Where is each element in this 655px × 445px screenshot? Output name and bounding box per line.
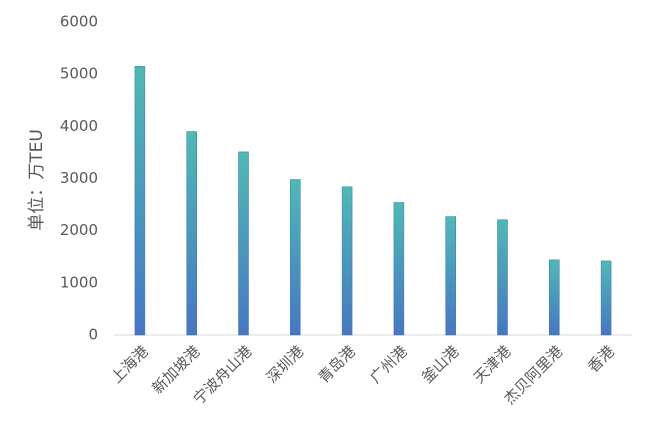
bar	[445, 216, 456, 336]
x-tick-label: 香港	[584, 342, 618, 376]
x-tick-label: 广州港	[366, 342, 411, 387]
y-tick-label: 1000	[60, 273, 98, 291]
bar	[393, 202, 405, 336]
bar	[134, 66, 146, 336]
x-tick-label: 天津港	[470, 342, 515, 387]
bar	[549, 259, 560, 336]
bar	[341, 186, 353, 336]
x-tick-label: 釜山港	[418, 342, 463, 387]
y-tick-label: 2000	[60, 221, 98, 239]
bar	[600, 260, 612, 336]
x-tick-label: 青岛港	[315, 342, 360, 387]
x-tick-label: 上海港	[107, 342, 152, 387]
x-tick-label: 深圳港	[263, 342, 308, 387]
bar	[238, 151, 249, 336]
bar	[497, 219, 508, 336]
y-axis-title: 单位：万TEU	[27, 129, 47, 231]
bar	[186, 131, 197, 336]
y-tick-label: 0	[88, 326, 98, 344]
y-tick-label: 4000	[60, 117, 98, 135]
y-tick-label: 5000	[60, 65, 98, 83]
y-tick-label: 6000	[60, 13, 98, 31]
y-tick-label: 3000	[60, 169, 98, 187]
bar	[290, 179, 301, 336]
